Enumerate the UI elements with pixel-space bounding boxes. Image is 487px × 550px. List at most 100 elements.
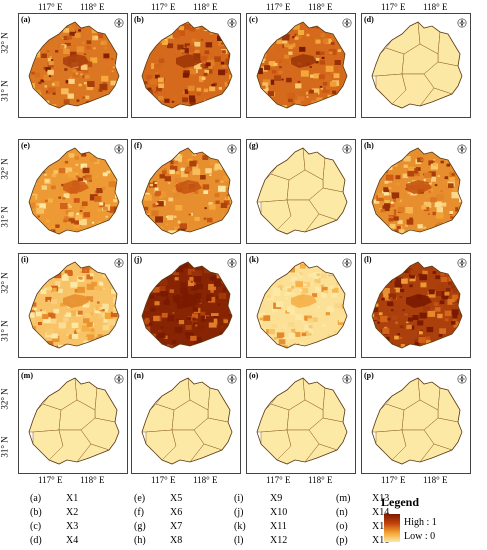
north-arrow-icon bbox=[227, 18, 237, 28]
boundary bbox=[28, 377, 120, 465]
panel-label: (i) bbox=[21, 255, 29, 264]
variable-key-item: (d) X4 bbox=[30, 535, 79, 546]
lon-label-top: 118° E bbox=[308, 2, 333, 12]
panel-label: (g) bbox=[249, 141, 259, 150]
panel-label: (h) bbox=[364, 141, 374, 150]
panel-label: (e) bbox=[21, 141, 30, 150]
panel-label: (n) bbox=[134, 371, 144, 380]
panel-label: (d) bbox=[364, 15, 374, 24]
variable-key-item: (j) X10 bbox=[234, 507, 288, 518]
map-panel-x2: (b) bbox=[131, 13, 241, 118]
boundary bbox=[371, 261, 463, 349]
variable-key-item: (o) X15 bbox=[336, 521, 390, 532]
panel-label: (k) bbox=[249, 255, 259, 264]
north-arrow-icon bbox=[457, 258, 467, 268]
boundary bbox=[256, 21, 348, 109]
map-panel-x11: (k) bbox=[246, 253, 356, 358]
variable-key-item: (i) X9 bbox=[234, 493, 283, 504]
north-arrow-icon bbox=[457, 18, 467, 28]
north-arrow-icon bbox=[227, 144, 237, 154]
panel-label: (a) bbox=[21, 15, 31, 24]
map-x2 bbox=[141, 18, 237, 109]
variable-key-item: (h) X8 bbox=[134, 535, 183, 546]
north-arrow-icon bbox=[342, 374, 352, 384]
boundary bbox=[141, 147, 233, 235]
north-arrow-icon bbox=[342, 18, 352, 28]
lat-label: 31° N bbox=[0, 80, 10, 102]
boundary bbox=[141, 21, 233, 109]
map-x10 bbox=[141, 258, 237, 349]
boundary bbox=[141, 261, 233, 349]
lon-label-top: 118° E bbox=[80, 2, 105, 12]
lon-label-bottom: 117° E bbox=[151, 475, 176, 485]
map-panel-x10: (j) bbox=[131, 253, 241, 358]
variable-key-item: (p) X16 bbox=[336, 535, 390, 546]
variable-key-item: (g) X7 bbox=[134, 521, 183, 532]
map-panel-x13: (m) bbox=[18, 369, 128, 474]
map-x7 bbox=[256, 144, 352, 235]
map-x12 bbox=[371, 258, 467, 349]
lon-label-bottom: 118° E bbox=[423, 475, 448, 485]
lon-label-top: 117° E bbox=[151, 2, 176, 12]
legend-title: Legend bbox=[381, 495, 420, 509]
map-x1 bbox=[28, 18, 124, 109]
boundary bbox=[141, 377, 233, 465]
lon-label-top: 117° E bbox=[38, 2, 63, 12]
boundary bbox=[256, 261, 348, 349]
lon-label-bottom: 117° E bbox=[381, 475, 406, 485]
lat-label: 32° N bbox=[0, 272, 10, 294]
boundary bbox=[28, 21, 120, 109]
boundary bbox=[28, 147, 120, 235]
variable-key-item: (b) X2 bbox=[30, 507, 79, 518]
north-arrow-icon bbox=[457, 374, 467, 384]
variable-key-item: (f) X6 bbox=[134, 507, 183, 518]
panel-label: (l) bbox=[364, 255, 372, 264]
map-panel-x12: (l) bbox=[361, 253, 471, 358]
north-arrow-icon bbox=[114, 18, 124, 28]
lon-label-bottom: 117° E bbox=[38, 475, 63, 485]
lat-label: 31° N bbox=[0, 206, 10, 228]
lon-label-top: 117° E bbox=[381, 2, 406, 12]
map-x15 bbox=[256, 374, 352, 465]
map-panel-x8: (h) bbox=[361, 139, 471, 244]
legend-low-label: Low : 0 bbox=[404, 531, 436, 542]
variable-key-item: (l) X12 bbox=[234, 535, 288, 546]
north-arrow-icon bbox=[227, 258, 237, 268]
legend-high-label: High : 1 bbox=[404, 517, 437, 528]
map-x13 bbox=[28, 374, 124, 465]
boundary bbox=[256, 147, 348, 235]
map-x4 bbox=[371, 18, 467, 109]
boundary bbox=[371, 147, 463, 235]
map-x3 bbox=[256, 18, 352, 109]
lon-label-bottom: 117° E bbox=[266, 475, 291, 485]
lat-label: 32° N bbox=[0, 32, 10, 54]
north-arrow-icon bbox=[342, 258, 352, 268]
map-panel-x4: (d) bbox=[361, 13, 471, 118]
map-panel-x6: (f) bbox=[131, 139, 241, 244]
panel-label: (j) bbox=[134, 255, 142, 264]
variable-key-item: (e) X5 bbox=[134, 493, 183, 504]
panel-label: (m) bbox=[21, 371, 33, 380]
map-panel-x15: (o) bbox=[246, 369, 356, 474]
boundary bbox=[256, 377, 348, 465]
north-arrow-icon bbox=[457, 144, 467, 154]
map-x8 bbox=[371, 144, 467, 235]
lat-label: 32° N bbox=[0, 388, 10, 410]
north-arrow-icon bbox=[342, 144, 352, 154]
panel-label: (b) bbox=[134, 15, 144, 24]
map-x11 bbox=[256, 258, 352, 349]
map-x16 bbox=[371, 374, 467, 465]
map-panel-x14: (n) bbox=[131, 369, 241, 474]
boundary bbox=[28, 261, 120, 349]
lon-label-top: 118° E bbox=[423, 2, 448, 12]
north-arrow-icon bbox=[227, 374, 237, 384]
variable-key-item: (n) X14 bbox=[336, 507, 390, 518]
north-arrow-icon bbox=[114, 374, 124, 384]
panel-label: (f) bbox=[134, 141, 142, 150]
lat-label: 31° N bbox=[0, 320, 10, 342]
variable-key-item: (c) X3 bbox=[30, 521, 79, 532]
north-arrow-icon bbox=[114, 144, 124, 154]
variable-key-item: (a) X1 bbox=[30, 493, 79, 504]
lat-label: 32° N bbox=[0, 158, 10, 180]
